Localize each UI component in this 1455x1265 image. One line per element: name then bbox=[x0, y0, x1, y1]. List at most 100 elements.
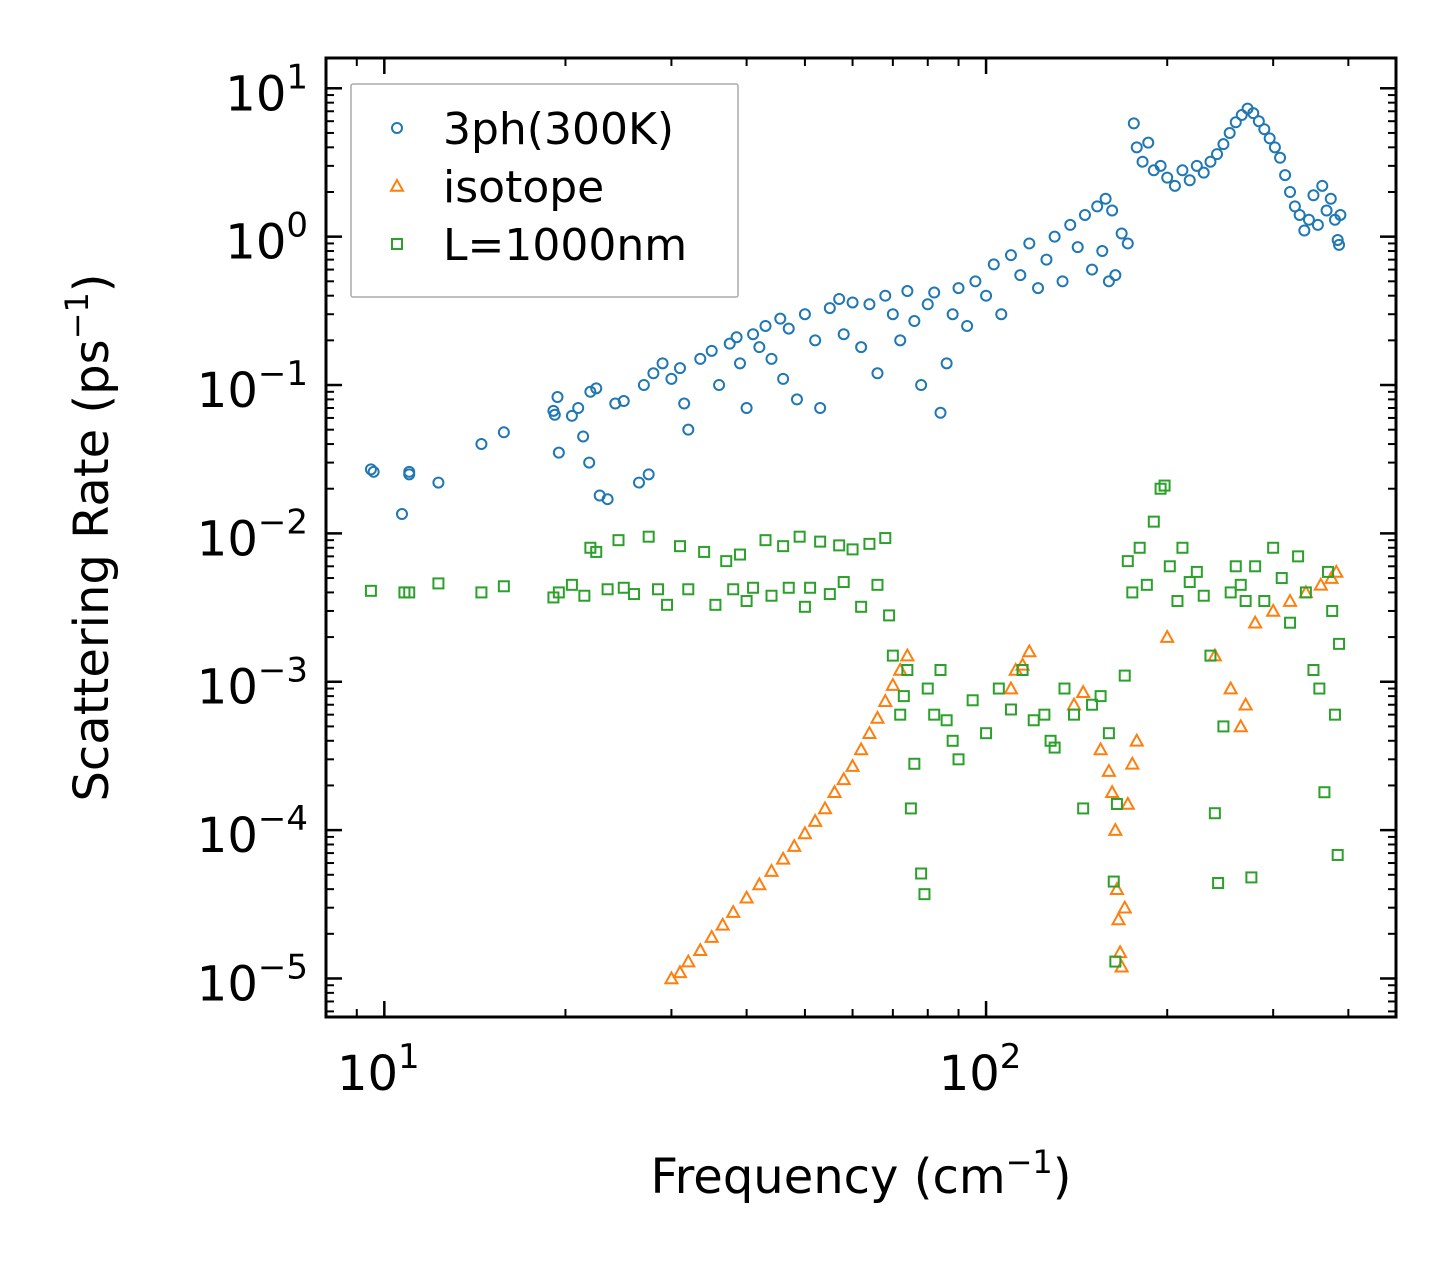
data-point bbox=[1222, 680, 1239, 695]
data-point bbox=[798, 600, 811, 613]
data-point bbox=[1107, 875, 1120, 888]
data-point bbox=[1127, 117, 1140, 130]
data-point bbox=[861, 725, 878, 739]
data-point bbox=[836, 771, 852, 786]
data-point bbox=[678, 397, 691, 410]
data-point bbox=[1109, 881, 1125, 895]
data-point bbox=[1197, 166, 1210, 179]
data-point bbox=[1004, 249, 1017, 262]
data-point bbox=[590, 545, 603, 558]
data-point bbox=[723, 337, 736, 350]
data-point bbox=[1075, 684, 1091, 699]
data-point bbox=[1211, 148, 1224, 161]
data-point bbox=[1115, 227, 1128, 240]
data-point bbox=[1333, 637, 1346, 650]
data-point bbox=[1163, 560, 1176, 573]
data-point bbox=[1003, 680, 1019, 695]
data-point bbox=[1124, 755, 1141, 770]
data-point bbox=[934, 663, 947, 676]
legend-entry: 3ph(300K) bbox=[391, 104, 674, 155]
data-point bbox=[713, 379, 726, 392]
data-point bbox=[590, 382, 603, 395]
data-point bbox=[798, 308, 811, 321]
x-tick-label: 102 bbox=[939, 1037, 1022, 1102]
data-point bbox=[1313, 682, 1326, 695]
legend-box bbox=[350, 83, 739, 298]
data-point bbox=[1208, 807, 1221, 820]
data-point bbox=[680, 953, 696, 968]
data-point bbox=[1086, 698, 1099, 711]
data-point bbox=[952, 282, 965, 295]
data-point bbox=[432, 577, 445, 590]
series-L=1000nm bbox=[364, 479, 1346, 968]
data-point bbox=[552, 446, 565, 459]
data-point bbox=[1067, 708, 1080, 721]
data-point bbox=[1282, 592, 1298, 607]
data-point bbox=[1284, 185, 1297, 198]
data-point bbox=[886, 308, 899, 321]
data-point bbox=[1176, 164, 1189, 177]
data-point bbox=[647, 367, 660, 380]
data-point bbox=[1058, 682, 1071, 695]
data-point bbox=[698, 545, 711, 558]
legend-label: L=1000nm bbox=[443, 220, 687, 271]
data-point bbox=[1142, 136, 1155, 149]
data-point bbox=[682, 423, 695, 436]
data-point bbox=[656, 357, 669, 370]
data-point bbox=[879, 532, 892, 545]
data-point bbox=[565, 578, 578, 591]
data-point bbox=[1021, 643, 1038, 658]
data-point bbox=[1004, 703, 1017, 716]
data-point bbox=[915, 379, 928, 392]
data-point bbox=[952, 753, 965, 766]
data-point bbox=[1224, 586, 1237, 599]
data-point bbox=[846, 543, 859, 556]
data-point bbox=[765, 589, 778, 602]
data-point bbox=[777, 540, 790, 553]
data-point bbox=[1102, 727, 1115, 740]
data-point bbox=[1126, 586, 1139, 599]
data-point bbox=[871, 367, 884, 380]
data-point bbox=[1101, 763, 1117, 777]
data-point bbox=[497, 580, 510, 593]
data-point bbox=[364, 463, 377, 476]
data-point bbox=[738, 889, 755, 904]
data-point bbox=[894, 334, 907, 347]
data-point bbox=[1267, 541, 1280, 554]
data-point bbox=[584, 385, 597, 398]
data-point bbox=[403, 586, 416, 599]
data-point bbox=[844, 758, 861, 772]
data-point bbox=[894, 708, 907, 721]
data-point bbox=[1016, 663, 1029, 676]
tick-labels: 101 102 101 100 10−1 10−2 10−3 10−4 10−5 bbox=[197, 57, 1022, 1102]
data-point bbox=[548, 408, 561, 421]
data-point bbox=[403, 468, 416, 481]
data-point bbox=[961, 319, 974, 332]
data-point bbox=[759, 534, 772, 547]
data-point bbox=[1234, 578, 1247, 591]
data-point bbox=[432, 476, 445, 489]
legend-label: 3ph(300K) bbox=[443, 104, 674, 155]
data-point bbox=[1326, 604, 1339, 617]
data-point bbox=[1048, 230, 1061, 243]
data-point bbox=[705, 344, 718, 357]
data-point bbox=[1140, 578, 1153, 591]
data-point bbox=[709, 598, 722, 611]
data-point bbox=[628, 588, 641, 601]
data-point bbox=[1121, 555, 1134, 568]
data-point bbox=[1298, 224, 1311, 237]
data-point bbox=[1171, 595, 1184, 608]
data-point bbox=[1120, 795, 1136, 810]
legend: 3ph(300K) isotope L=1000nm bbox=[350, 83, 739, 298]
data-point bbox=[395, 508, 408, 521]
data-point bbox=[1212, 877, 1225, 890]
data-point bbox=[946, 734, 959, 747]
data-point bbox=[1229, 116, 1242, 129]
data-point bbox=[777, 372, 790, 385]
data-point bbox=[1318, 786, 1331, 799]
data-point bbox=[1247, 107, 1260, 120]
data-point bbox=[1258, 123, 1271, 136]
data-point bbox=[1265, 602, 1281, 617]
data-point bbox=[763, 862, 780, 877]
data-point bbox=[673, 540, 686, 553]
